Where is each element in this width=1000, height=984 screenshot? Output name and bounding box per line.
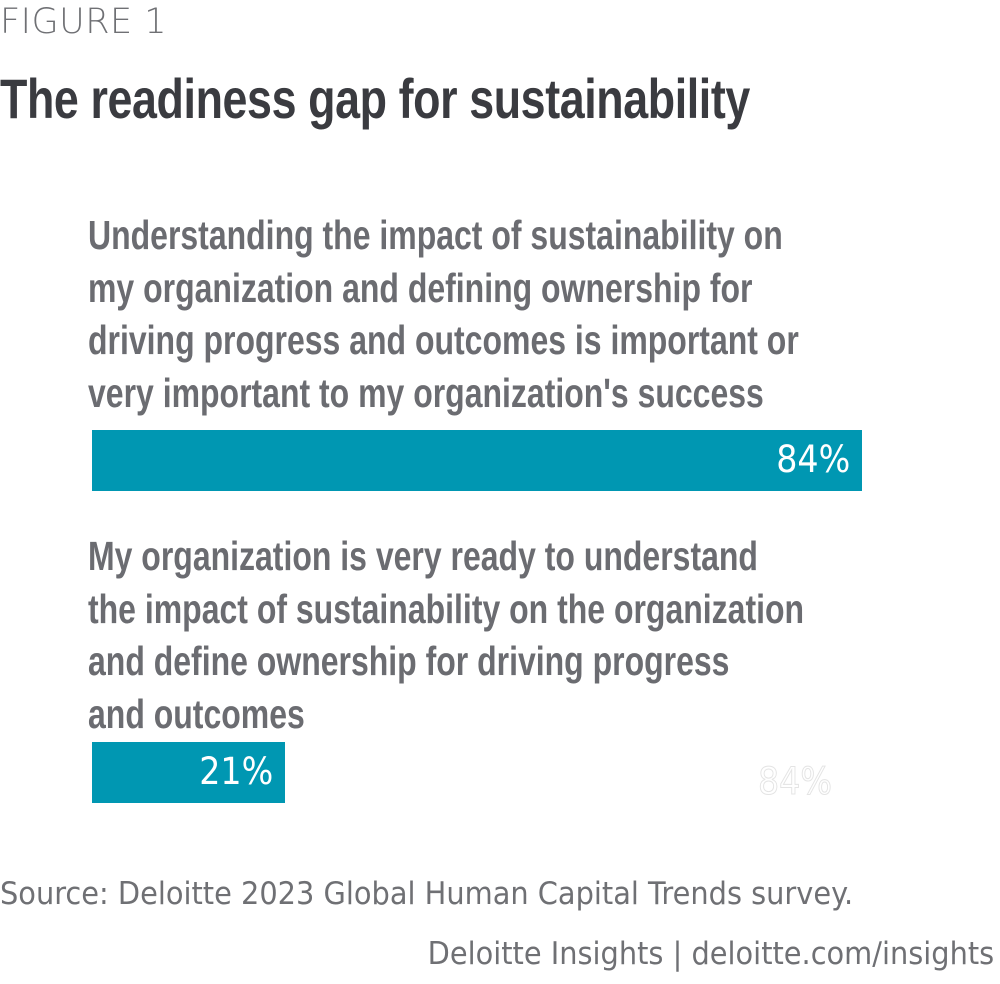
figure-label: FIGURE 1 [0, 2, 168, 42]
category-label-line: My organization is very ready to underst… [88, 533, 758, 579]
bar-important: 84% [92, 430, 862, 491]
publisher-credit: Deloitte Insights | deloitte.com/insight… [427, 936, 994, 972]
bar-value-label: 21% [198, 750, 273, 793]
category-label-line: and outcomes [88, 690, 305, 737]
source-note: Source: Deloitte 2023 Global Human Capit… [0, 876, 854, 912]
bar-value-label: 84% [775, 438, 850, 481]
category-label-line: and define ownership for driving progres… [88, 638, 730, 684]
category-label-0: Understanding the impact of sustainabili… [88, 209, 799, 419]
category-label-line: driving progress and outcomes is importa… [88, 317, 799, 363]
category-label-line: very important to my organization's succ… [88, 369, 764, 416]
chart-title: The readiness gap for sustainability [0, 67, 750, 130]
category-label-1: My organization is very ready to underst… [88, 530, 804, 740]
category-label-line: my organization and defining ownership f… [88, 264, 753, 311]
category-label-line: the impact of sustainability on the orga… [88, 585, 805, 632]
ghost-value-artifact: 84% [758, 760, 833, 804]
category-label-line: Understanding the impact of sustainabili… [88, 212, 783, 258]
bar-ready: 21% [92, 742, 285, 803]
